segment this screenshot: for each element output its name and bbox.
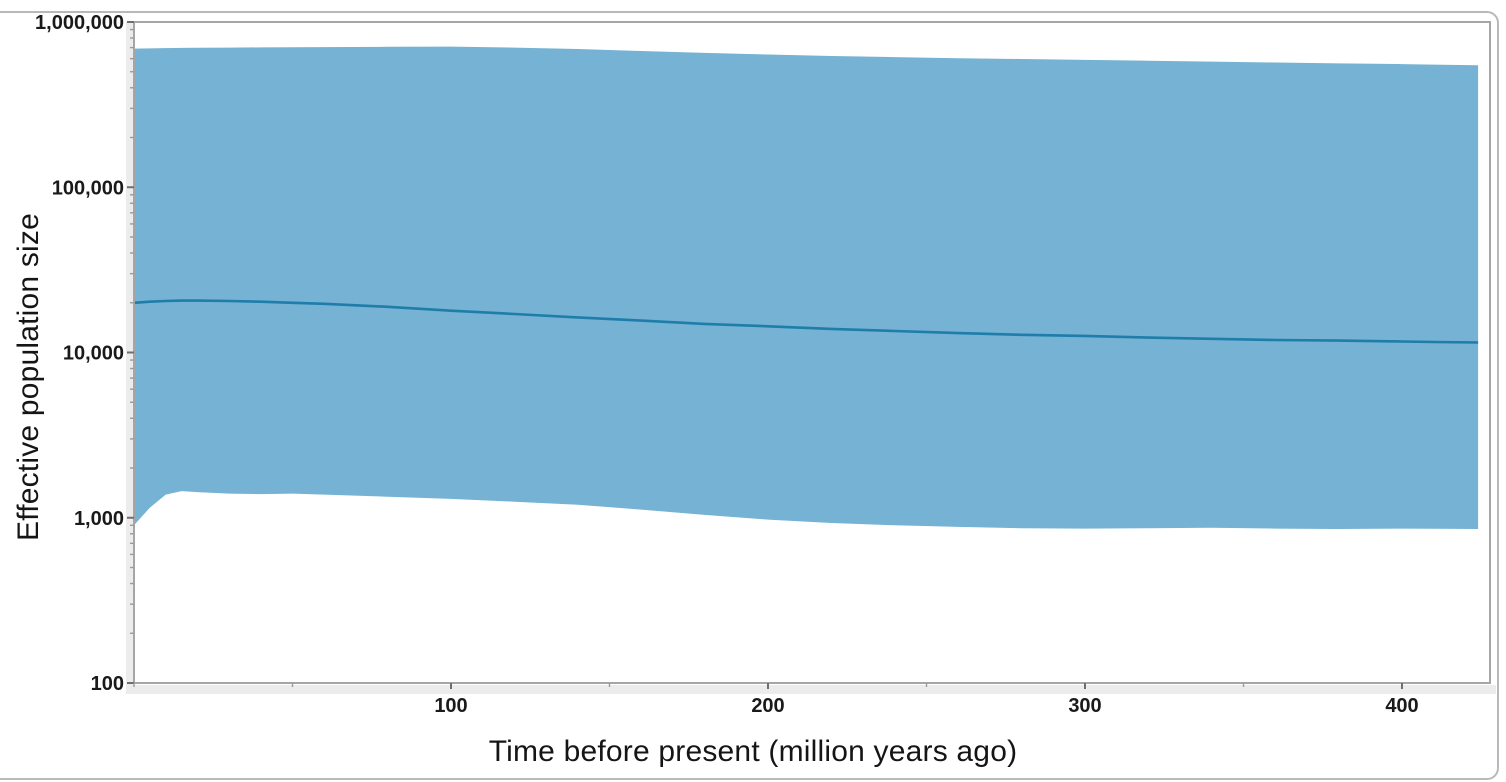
y-tick-label: 10,000 [63, 343, 124, 365]
x-tick-label: 400 [1385, 695, 1418, 717]
confidence-band-area [134, 46, 1479, 529]
median-line [133, 299, 1479, 344]
y-axis-shadow [126, 22, 134, 694]
y-tick-label: 100,000 [52, 177, 124, 199]
median-ne-line [133, 299, 1479, 344]
axis-shadow [126, 22, 1496, 694]
axis-ticks [127, 21, 1403, 689]
x-tick-label: 300 [1068, 695, 1101, 717]
confidence-band [134, 46, 1479, 529]
x-axis-title: Time before present (million years ago) [488, 735, 1018, 768]
x-tick-label: 100 [434, 695, 467, 717]
y-tick-label: 1,000,000 [35, 12, 124, 34]
x-axis-shadow [126, 685, 1496, 694]
y-tick-label: 1,000 [74, 508, 124, 530]
y-tick-label: 100 [91, 673, 124, 695]
axis-tick-labels: 100 1,000 10,000 100,000 1,000,000 100 200 300 4… [35, 12, 1419, 717]
y-axis-title: Effective population size [12, 213, 45, 541]
x-tick-label: 200 [751, 695, 784, 717]
